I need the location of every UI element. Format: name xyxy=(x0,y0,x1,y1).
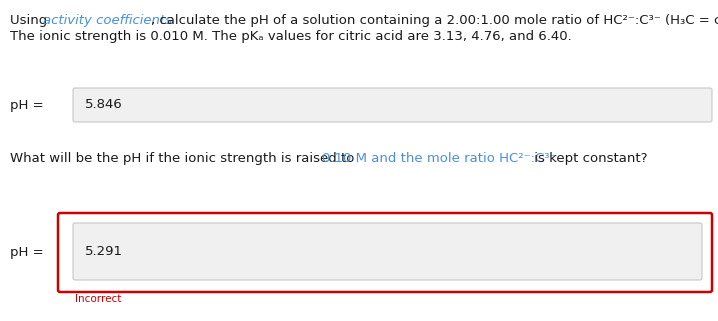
Text: 5.291: 5.291 xyxy=(85,245,123,258)
Text: is kept constant?: is kept constant? xyxy=(530,152,648,165)
Text: , calculate the pH of a solution containing a 2.00:1.00 mole ratio of HC²⁻:C³⁻ (: , calculate the pH of a solution contain… xyxy=(151,14,718,27)
Text: Using: Using xyxy=(10,14,52,27)
FancyBboxPatch shape xyxy=(58,213,712,292)
FancyBboxPatch shape xyxy=(73,223,702,280)
Text: pH =: pH = xyxy=(10,246,44,259)
Text: activity coefficients: activity coefficients xyxy=(43,14,172,27)
Text: pH =: pH = xyxy=(10,99,44,111)
Text: Incorrect: Incorrect xyxy=(75,294,121,304)
Text: The ionic strength is 0.010 M. The pKₐ values for citric acid are 3.13, 4.76, an: The ionic strength is 0.010 M. The pKₐ v… xyxy=(10,30,572,43)
Text: What will be the pH if the ionic strength is raised to: What will be the pH if the ionic strengt… xyxy=(10,152,358,165)
Text: 0.10 M and the mole ratio HC²⁻:C³⁻: 0.10 M and the mole ratio HC²⁻:C³⁻ xyxy=(322,152,556,165)
Text: 5.846: 5.846 xyxy=(85,99,123,111)
FancyBboxPatch shape xyxy=(73,88,712,122)
